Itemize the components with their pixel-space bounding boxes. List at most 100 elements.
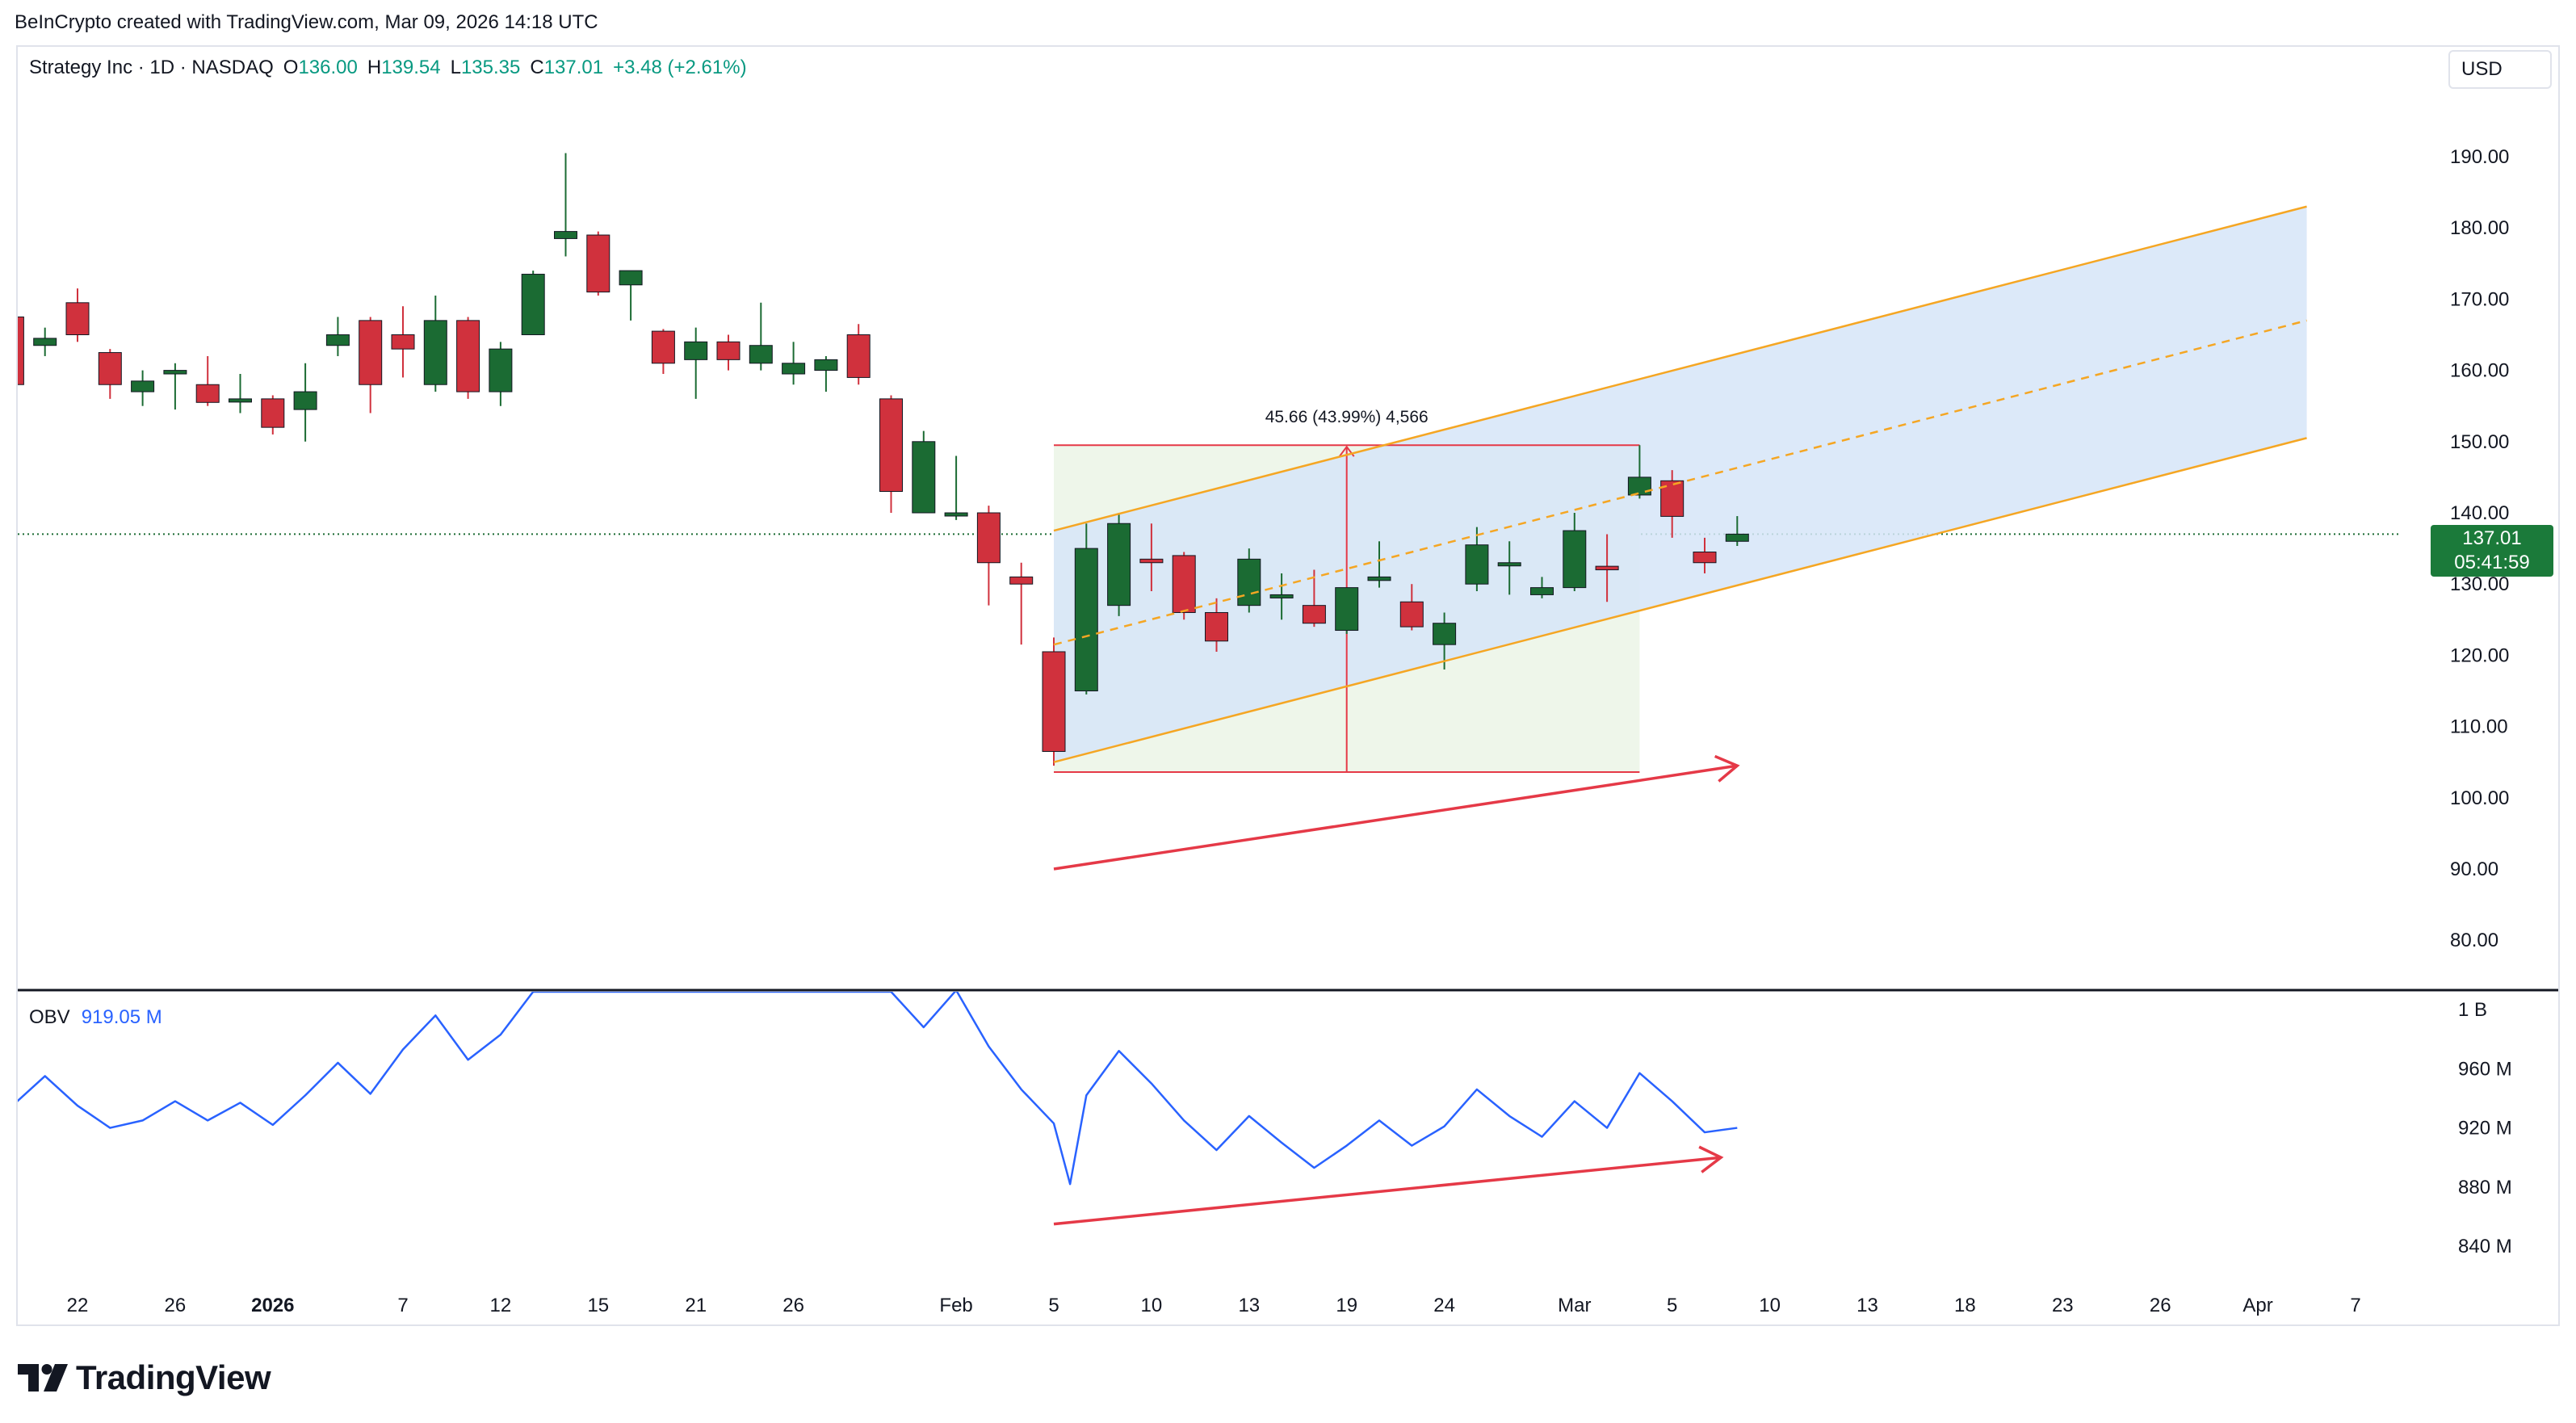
candle[interactable] (782, 342, 806, 385)
candle[interactable] (1269, 573, 1294, 620)
candle[interactable] (976, 506, 1001, 606)
candle-body (586, 234, 610, 293)
time-axis-tick: 26 (782, 1295, 804, 1316)
candle-body (1627, 476, 1651, 496)
candle-body (18, 316, 24, 385)
currency-button[interactable]: USD (2448, 50, 2552, 89)
obv-axis-tick: 960 M (2458, 1058, 2512, 1080)
candle[interactable] (391, 306, 415, 378)
tradingview-logo[interactable]: TradingView (18, 1358, 271, 1397)
candle[interactable] (65, 288, 90, 342)
candle[interactable] (195, 355, 220, 406)
candle[interactable] (359, 317, 383, 413)
time-axis-tick: 15 (587, 1295, 609, 1316)
candle[interactable] (1627, 445, 1651, 499)
candle[interactable] (423, 295, 447, 392)
price-trend-arrow-line[interactable] (1053, 764, 1738, 871)
candle[interactable] (944, 455, 968, 520)
candle[interactable] (489, 342, 513, 406)
time-axis-tick: 21 (685, 1295, 707, 1316)
candle-body (782, 363, 806, 375)
candle[interactable] (1042, 637, 1066, 766)
candle[interactable] (1172, 552, 1196, 620)
candle[interactable] (1725, 516, 1749, 547)
candle[interactable] (912, 430, 936, 514)
candle-body (423, 320, 447, 385)
candle[interactable] (1399, 584, 1424, 631)
candle[interactable] (1, 313, 24, 392)
time-axis-tick: 24 (1433, 1295, 1455, 1316)
candle[interactable] (1009, 562, 1034, 645)
time-axis-tick: 5 (1667, 1295, 1677, 1316)
candle[interactable] (325, 317, 350, 356)
candle[interactable] (1237, 548, 1261, 613)
candle[interactable] (814, 355, 838, 392)
candle[interactable] (749, 302, 773, 371)
candle[interactable] (521, 271, 545, 335)
time-axis-tick: 13 (1856, 1295, 1878, 1316)
candle[interactable] (456, 317, 480, 399)
candle[interactable] (1465, 527, 1489, 592)
obv-trend-arrow-line[interactable] (1053, 1156, 1722, 1226)
candle[interactable] (1335, 587, 1359, 634)
candle[interactable] (1302, 569, 1326, 628)
candle[interactable] (1693, 537, 1717, 573)
time-axis-tick: 10 (1141, 1295, 1163, 1316)
candle[interactable] (651, 329, 675, 375)
symbol-name[interactable]: Strategy Inc · 1D · NASDAQ (29, 57, 274, 78)
candle[interactable] (229, 374, 252, 413)
candle[interactable] (716, 334, 740, 371)
candle[interactable] (1367, 541, 1391, 588)
obv-legend[interactable]: OBV 919.05 M (29, 1006, 162, 1029)
channel-upper-line[interactable] (1053, 205, 2307, 532)
candle-body (33, 338, 57, 346)
time-axis-tick: 7 (2350, 1295, 2360, 1316)
candle[interactable] (98, 349, 122, 399)
candle-body (1563, 530, 1587, 589)
channel-middle-line[interactable] (1053, 319, 2307, 646)
candle[interactable] (846, 324, 871, 385)
candle[interactable] (684, 327, 708, 399)
price-axis-tick: 160.00 (2450, 360, 2509, 382)
channel-lower-line[interactable] (1053, 437, 2307, 763)
candle-body (1074, 548, 1098, 691)
high-label: H (367, 57, 382, 78)
candle-body (651, 330, 675, 364)
obv-axis-tick: 920 M (2458, 1118, 2512, 1140)
candle[interactable] (1074, 523, 1098, 695)
candle[interactable] (879, 395, 903, 513)
candle-body (521, 274, 545, 335)
candle-body (293, 391, 317, 410)
candle[interactable] (131, 370, 155, 406)
candle[interactable] (1107, 513, 1131, 616)
time-axis-tick: 23 (2052, 1295, 2074, 1316)
candle[interactable] (1205, 598, 1228, 652)
candle[interactable] (1433, 612, 1457, 670)
candle[interactable] (1595, 534, 1619, 602)
candle[interactable] (33, 327, 57, 356)
candle[interactable] (293, 363, 317, 442)
candle-body (912, 441, 936, 514)
candle[interactable] (586, 231, 610, 296)
price-axis-tick: 90.00 (2450, 858, 2498, 880)
candle[interactable] (1497, 541, 1521, 595)
candle-body (619, 270, 643, 286)
candle-body (1269, 594, 1294, 598)
candle[interactable] (619, 270, 643, 321)
candle[interactable] (1139, 523, 1164, 592)
candle[interactable] (554, 153, 577, 257)
candle-body (1693, 552, 1717, 564)
candle[interactable] (163, 363, 187, 410)
candle-body (1367, 576, 1391, 581)
chart-credit: BeInCrypto created with TradingView.com,… (15, 11, 598, 33)
candle[interactable] (261, 395, 285, 434)
candle-body (1497, 562, 1521, 567)
candle-body (1725, 533, 1749, 542)
candle[interactable] (1563, 513, 1587, 592)
obv-series-line[interactable] (12, 990, 1738, 1186)
last-price-tag: 137.01 05:41:59 (2431, 525, 2553, 577)
candle[interactable] (1530, 577, 1554, 598)
candle-body (391, 334, 415, 350)
price-axis-tick: 150.00 (2450, 431, 2509, 453)
